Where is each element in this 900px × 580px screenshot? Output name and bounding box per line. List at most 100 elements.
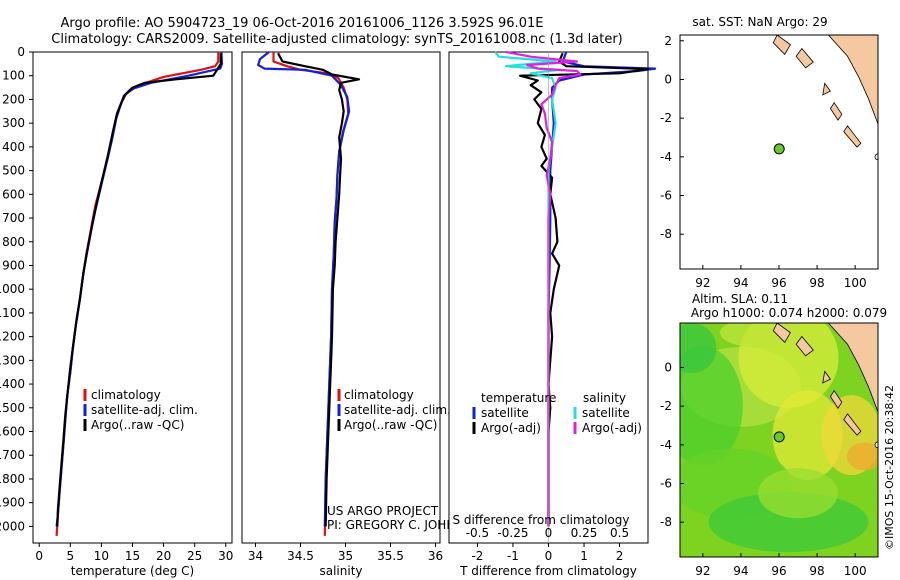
sla-map-island bbox=[843, 413, 862, 436]
temperature-ytick-label: 1800 bbox=[0, 472, 25, 486]
diff-s-legend-label: Argo(-adj) bbox=[582, 421, 642, 435]
temperature-xtick-label: 10 bbox=[94, 549, 109, 563]
imos-stamp: ©IMOS 15-Oct-2016 20:38:42 bbox=[883, 385, 896, 550]
difference-panel: -2 -1 0 1 2T difference from climatology -0.5… bbox=[448, 50, 657, 578]
diff-t-legend-label: Argo(-adj) bbox=[481, 421, 541, 435]
sla-map-panel: 92 94 96 98 100 0 -2 -4 -6 -8 Altim. SLA: 0.11Argo… bbox=[660, 292, 887, 578]
temperature-ytick-label: 0 bbox=[17, 45, 25, 59]
temp-legend-label: satellite-adj. clim. bbox=[91, 403, 198, 417]
sla-map-ytick-label: 0 bbox=[664, 360, 672, 374]
sal-legend-label: climatology bbox=[344, 388, 414, 402]
temperature-ytick-label: 1900 bbox=[0, 496, 25, 510]
temperature-ytick-label: 600 bbox=[2, 187, 25, 201]
sst-map-island bbox=[822, 82, 832, 96]
sla-map-coast-marker bbox=[874, 441, 878, 449]
temperature-ytick-label: 400 bbox=[2, 140, 25, 154]
temperature-ytick-label: 500 bbox=[2, 164, 25, 178]
sst-map-panel: 92 94 96 98 100 2 0 -2 -4 -6 -8 sat. SST: NaN Argo:… bbox=[660, 15, 879, 290]
temperature-panel: 0 5 10 15 20 25 300100200300400500600700800900… bbox=[0, 45, 233, 578]
temperature-ytick-label: 100 bbox=[2, 69, 25, 83]
difference-series-t-argo-adj- bbox=[519, 52, 650, 527]
difference-xtick-label: -2 bbox=[471, 549, 483, 563]
sst-map-ytick-label: -4 bbox=[660, 150, 672, 164]
sal-legend-label: Argo(..raw -QC) bbox=[344, 418, 437, 432]
temperature-xtick-label: 30 bbox=[218, 549, 233, 563]
salinity-frame bbox=[241, 51, 441, 544]
temp-legend-label: climatology bbox=[91, 388, 161, 402]
salinity-xtick-label: 34 bbox=[248, 549, 263, 563]
diff-s-tick-label: 0.5 bbox=[610, 526, 629, 540]
sst-map-ytick-label: -8 bbox=[660, 227, 672, 241]
salinity-series-argo-raw-qc- bbox=[277, 52, 361, 527]
temperature-xtick-label: 15 bbox=[125, 549, 140, 563]
temperature-ytick-label: 1300 bbox=[0, 353, 25, 367]
sst-map-xtick-label: 92 bbox=[695, 276, 710, 290]
sla-map-xtick-label: 96 bbox=[771, 564, 786, 578]
sla-map-title: Altim. SLA: 0.11 bbox=[692, 292, 788, 306]
temperature-ytick-label: 300 bbox=[2, 116, 25, 130]
diff-s-tick-label: -0.25 bbox=[497, 526, 528, 540]
temperature-frame bbox=[32, 51, 233, 544]
sla-map-xtick-label: 98 bbox=[809, 564, 824, 578]
sla-anomaly-patch bbox=[680, 323, 717, 374]
sst-map-island bbox=[843, 125, 862, 148]
diff-t-legend-label: satellite bbox=[481, 406, 529, 420]
salinity-panel: 34 34.5 35 35.5 36 salinity climatologysatelli… bbox=[241, 51, 481, 578]
salinity-xtick-label: 34.5 bbox=[287, 549, 314, 563]
temperature-xtick-label: 5 bbox=[66, 549, 74, 563]
diff-s-legend-label: satellite bbox=[582, 406, 630, 420]
sst-map-xtick-label: 98 bbox=[809, 276, 824, 290]
sst-map-island bbox=[829, 101, 843, 121]
temperature-xtick-label: 0 bbox=[35, 549, 43, 563]
temperature-xlabel: temperature (deg C) bbox=[71, 564, 194, 578]
sla-map-island bbox=[795, 335, 814, 357]
sst-map-ytick-label: 0 bbox=[664, 72, 672, 86]
title-line-2: Climatology: CARS2009. Satellite-adjuste… bbox=[51, 32, 623, 47]
sla-map-ytick-label: -2 bbox=[660, 399, 672, 413]
sal-legend-label: satellite-adj. clim. bbox=[344, 403, 451, 417]
sst-map-xtick-label: 94 bbox=[733, 276, 748, 290]
temperature-ytick-label: 1200 bbox=[0, 330, 25, 344]
sla-map-subtitle: Argo h1000: 0.074 h2000: 0.079 bbox=[691, 306, 887, 320]
sla-anomaly-patch bbox=[846, 442, 878, 471]
sla-map-xtick-label: 100 bbox=[844, 564, 867, 578]
temperature-ytick-label: 1600 bbox=[0, 425, 25, 439]
sla-map-ytick-label: -6 bbox=[660, 477, 672, 491]
sst-map-content bbox=[680, 35, 878, 269]
salinity-xtick-label: 36 bbox=[428, 549, 443, 563]
diff-s-tick-label: 0.25 bbox=[571, 526, 598, 540]
difference-xtick-label: 1 bbox=[580, 549, 588, 563]
temperature-xtick-label: 20 bbox=[156, 549, 171, 563]
sla-anomaly-patch bbox=[772, 390, 843, 481]
sla-anomaly-patch bbox=[680, 346, 743, 467]
sst-map-ytick-label: 2 bbox=[664, 34, 672, 48]
salinity-xtick-label: 35 bbox=[338, 549, 353, 563]
temperature-xtick-label: 25 bbox=[187, 549, 202, 563]
sla-anomaly-patch bbox=[758, 468, 839, 519]
temperature-ytick-label: 1500 bbox=[0, 401, 25, 415]
difference-xlabel: T difference from climatology bbox=[459, 564, 637, 578]
sst-map-island bbox=[772, 35, 791, 55]
diff-s-tick-label: -0.5 bbox=[466, 526, 489, 540]
temperature-ytick-label: 1000 bbox=[0, 282, 25, 296]
temperature-ytick-label: 900 bbox=[2, 258, 25, 272]
sla-map-xtick-label: 92 bbox=[695, 564, 710, 578]
difference-xtick-label: -1 bbox=[507, 549, 519, 563]
project-label: US ARGO PROJECT bbox=[327, 504, 439, 518]
temperature-ytick-label: 200 bbox=[2, 92, 25, 106]
sla-map-sumatra-coast bbox=[827, 323, 878, 420]
temperature-ytick-label: 2000 bbox=[0, 519, 25, 533]
title-line-1: Argo profile: AO 5904723_19 06-Oct-2016 … bbox=[61, 16, 544, 31]
sst-map-title: sat. SST: NaN Argo: 29 bbox=[692, 15, 827, 29]
temperature-ytick-label: 1700 bbox=[0, 448, 25, 462]
sst-map-xtick-label: 100 bbox=[844, 276, 867, 290]
sla-map-ytick-label: -4 bbox=[660, 438, 672, 452]
difference-xtick-label: 0 bbox=[545, 549, 553, 563]
pi-label: PI: GREGORY C. JOHNSON bbox=[327, 518, 481, 532]
salinity-xlabel: salinity bbox=[319, 564, 362, 578]
sst-map-ytick-label: -6 bbox=[660, 189, 672, 203]
temp-legend-title: temperature bbox=[481, 391, 556, 405]
temperature-ytick-label: 700 bbox=[2, 211, 25, 225]
temp-legend-label: Argo(..raw -QC) bbox=[91, 418, 184, 432]
